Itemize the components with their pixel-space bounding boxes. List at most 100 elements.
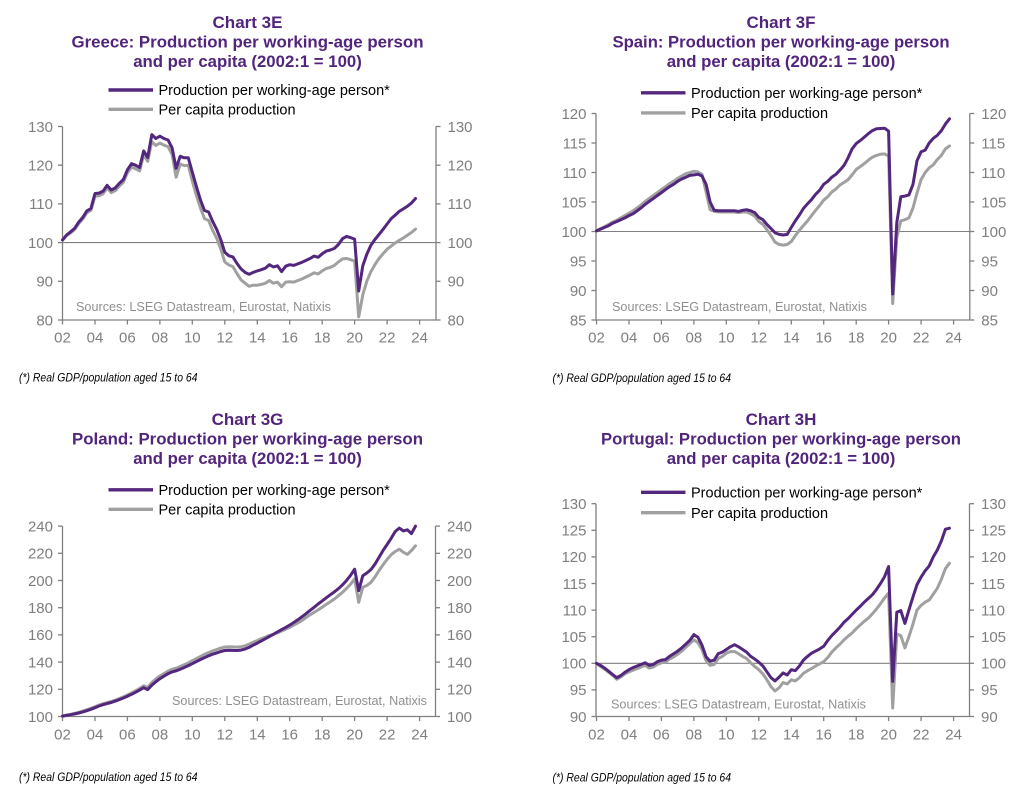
svg-text:(*) Real GDP/population aged 1: (*) Real GDP/population aged 15 to 64 <box>553 371 732 385</box>
svg-text:(*) Real GDP/population aged 1: (*) Real GDP/population aged 15 to 64 <box>553 771 732 785</box>
svg-text:120: 120 <box>28 682 53 699</box>
svg-text:20: 20 <box>346 727 363 744</box>
svg-text:and per capita (2002:1 = 100): and per capita (2002:1 = 100) <box>133 449 362 468</box>
svg-text:115: 115 <box>981 576 1005 593</box>
svg-text:and per capita (2002:1 = 100): and per capita (2002:1 = 100) <box>667 52 896 71</box>
svg-text:85: 85 <box>570 312 587 329</box>
svg-text:22: 22 <box>379 330 396 347</box>
svg-text:04: 04 <box>621 330 638 347</box>
svg-text:20: 20 <box>880 727 897 744</box>
svg-text:100: 100 <box>561 656 586 673</box>
svg-text:Production per working-age per: Production per working-age person* <box>691 486 923 502</box>
svg-text:16: 16 <box>815 330 832 347</box>
svg-text:105: 105 <box>561 194 586 211</box>
svg-text:110: 110 <box>981 165 1005 182</box>
svg-text:140: 140 <box>28 654 53 671</box>
svg-text:110: 110 <box>563 165 587 182</box>
svg-text:Production per working-age per: Production per working-age person* <box>159 483 391 499</box>
svg-text:110: 110 <box>563 602 587 619</box>
svg-text:90: 90 <box>570 283 587 300</box>
svg-text:100: 100 <box>28 235 53 252</box>
svg-text:18: 18 <box>314 727 331 744</box>
svg-text:06: 06 <box>119 330 136 347</box>
svg-text:02: 02 <box>54 330 71 347</box>
svg-text:08: 08 <box>686 727 703 744</box>
svg-text:20: 20 <box>880 330 897 347</box>
svg-text:200: 200 <box>447 573 472 590</box>
svg-text:Sources: LSEG Datastream, Euro: Sources: LSEG Datastream, Eurostat, Nati… <box>612 299 867 314</box>
svg-text:85: 85 <box>981 312 998 329</box>
svg-text:and per capita (2002:1 = 100): and per capita (2002:1 = 100) <box>667 449 896 468</box>
svg-text:12: 12 <box>216 727 233 744</box>
svg-text:220: 220 <box>447 546 472 563</box>
svg-text:95: 95 <box>981 253 998 270</box>
svg-text:Per capita production: Per capita production <box>691 506 828 522</box>
svg-text:105: 105 <box>981 629 1006 646</box>
svg-text:02: 02 <box>54 727 71 744</box>
svg-text:22: 22 <box>913 727 930 744</box>
svg-text:90: 90 <box>981 709 998 726</box>
svg-text:115: 115 <box>563 135 587 152</box>
svg-text:02: 02 <box>588 727 605 744</box>
svg-text:Production per working-age per: Production per working-age person* <box>691 86 923 102</box>
svg-text:140: 140 <box>447 654 472 671</box>
svg-text:12: 12 <box>216 330 233 347</box>
svg-text:240: 240 <box>28 518 53 535</box>
svg-text:220: 220 <box>28 546 53 563</box>
svg-text:100: 100 <box>981 224 1006 241</box>
svg-text:160: 160 <box>28 627 53 644</box>
svg-text:90: 90 <box>570 709 587 726</box>
svg-text:130: 130 <box>561 496 586 513</box>
svg-text:22: 22 <box>913 330 930 347</box>
svg-text:06: 06 <box>119 727 136 744</box>
svg-text:Per capita production: Per capita production <box>691 106 828 122</box>
svg-text:14: 14 <box>249 727 266 744</box>
svg-text:16: 16 <box>281 727 298 744</box>
svg-text:115: 115 <box>981 135 1005 152</box>
svg-text:Sources: LSEG Datastream, Euro: Sources: LSEG Datastream, Eurostat, Nati… <box>611 697 866 712</box>
svg-text:90: 90 <box>448 274 465 291</box>
svg-text:06: 06 <box>653 330 670 347</box>
svg-text:120: 120 <box>448 158 473 175</box>
svg-text:90: 90 <box>981 283 998 300</box>
svg-text:240: 240 <box>447 518 472 535</box>
svg-text:24: 24 <box>411 727 428 744</box>
svg-text:120: 120 <box>561 106 586 123</box>
svg-text:80: 80 <box>448 312 465 329</box>
svg-text:105: 105 <box>561 629 586 646</box>
svg-text:08: 08 <box>686 330 703 347</box>
svg-text:120: 120 <box>981 106 1006 123</box>
svg-text:110: 110 <box>448 196 472 213</box>
svg-text:06: 06 <box>653 727 670 744</box>
svg-text:Per capita production: Per capita production <box>159 103 296 119</box>
svg-text:04: 04 <box>87 727 104 744</box>
svg-text:200: 200 <box>28 573 53 590</box>
svg-text:and per capita (2002:1 = 100): and per capita (2002:1 = 100) <box>133 52 362 71</box>
svg-text:Portugal: Production per worki: Portugal: Production per working-age per… <box>601 430 961 449</box>
svg-text:18: 18 <box>848 330 865 347</box>
svg-text:100: 100 <box>28 709 53 726</box>
svg-text:110: 110 <box>981 602 1005 619</box>
svg-text:Production per working-age per: Production per working-age person* <box>159 83 391 99</box>
svg-text:125: 125 <box>561 523 586 540</box>
svg-text:08: 08 <box>152 330 169 347</box>
svg-text:12: 12 <box>750 727 767 744</box>
svg-text:08: 08 <box>152 727 169 744</box>
svg-text:120: 120 <box>447 682 472 699</box>
svg-text:160: 160 <box>447 627 472 644</box>
svg-text:115: 115 <box>563 576 587 593</box>
svg-text:180: 180 <box>28 600 53 617</box>
svg-text:90: 90 <box>36 274 53 291</box>
svg-text:95: 95 <box>981 682 998 699</box>
svg-text:130: 130 <box>448 119 473 136</box>
svg-text:110: 110 <box>29 196 53 213</box>
svg-text:100: 100 <box>448 235 473 252</box>
svg-text:95: 95 <box>570 682 587 699</box>
svg-text:12: 12 <box>750 330 767 347</box>
svg-text:Chart 3H: Chart 3H <box>746 410 817 429</box>
svg-text:14: 14 <box>783 330 800 347</box>
svg-text:10: 10 <box>718 727 735 744</box>
svg-text:Per capita production: Per capita production <box>159 503 296 519</box>
svg-text:Chart 3F: Chart 3F <box>747 13 816 32</box>
svg-text:14: 14 <box>783 727 800 744</box>
